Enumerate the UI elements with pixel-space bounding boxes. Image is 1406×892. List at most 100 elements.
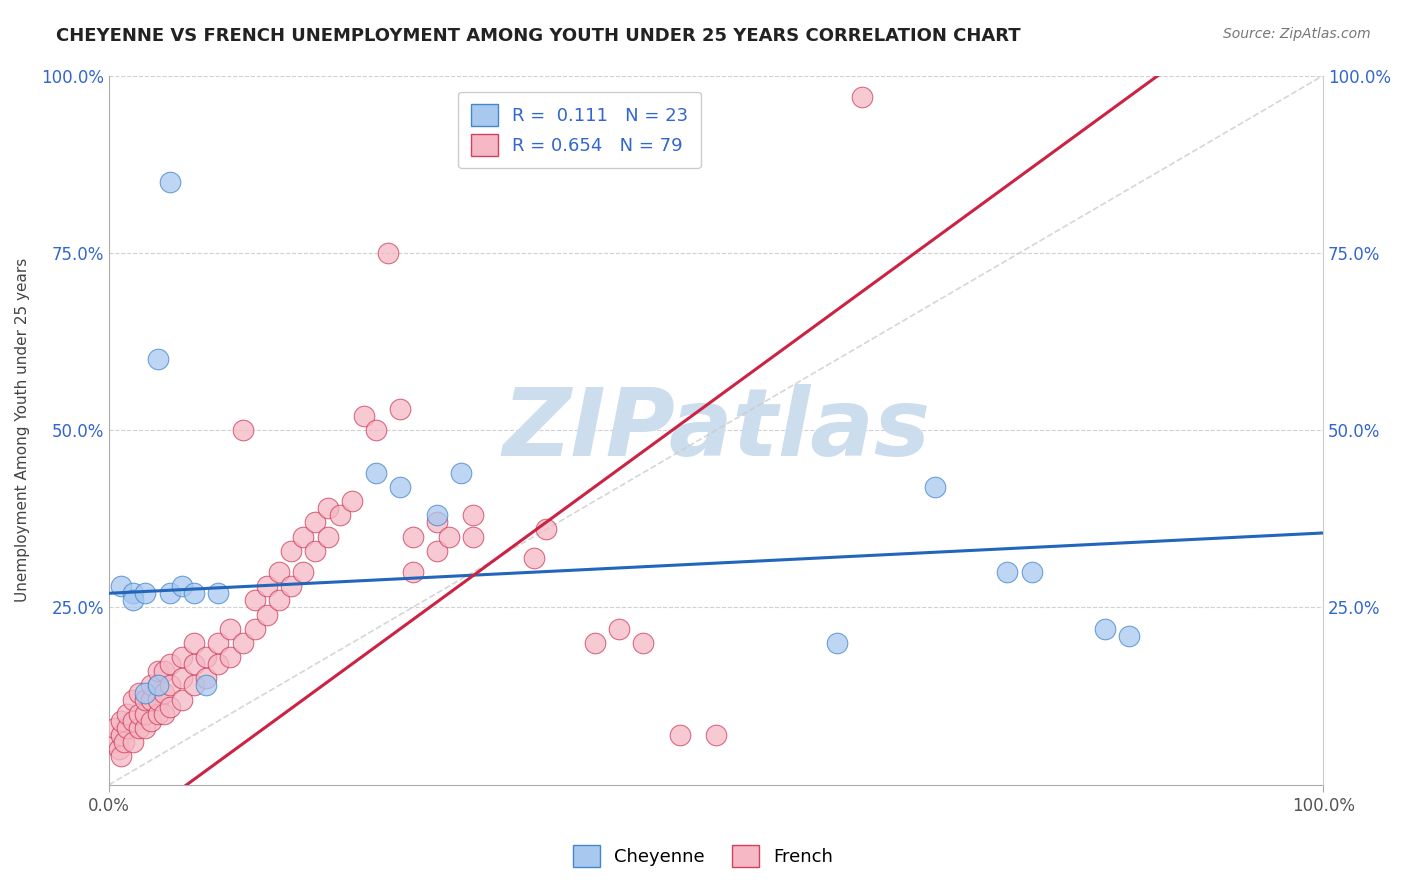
- Point: [1118, 629, 1140, 643]
- Point: [115, 721, 138, 735]
- Point: [195, 678, 218, 692]
- Point: [450, 466, 472, 480]
- Point: [110, 749, 132, 764]
- Point: [207, 636, 229, 650]
- Point: [122, 586, 145, 600]
- Point: [463, 508, 485, 523]
- Point: [364, 423, 387, 437]
- Point: [304, 516, 326, 530]
- Point: [267, 565, 290, 579]
- Point: [170, 672, 193, 686]
- Point: [159, 657, 181, 672]
- Point: [141, 692, 163, 706]
- Text: Source: ZipAtlas.com: Source: ZipAtlas.com: [1223, 27, 1371, 41]
- Point: [134, 685, 156, 699]
- Point: [389, 401, 412, 416]
- Point: [115, 706, 138, 721]
- Point: [159, 586, 181, 600]
- Point: [827, 636, 849, 650]
- Point: [107, 742, 129, 756]
- Point: [134, 692, 156, 706]
- Point: [267, 593, 290, 607]
- Point: [401, 529, 423, 543]
- Point: [122, 692, 145, 706]
- Point: [141, 678, 163, 692]
- Point: [292, 565, 315, 579]
- Point: [426, 508, 449, 523]
- Point: [152, 706, 174, 721]
- Point: [146, 665, 169, 679]
- Point: [207, 586, 229, 600]
- Point: [997, 565, 1019, 579]
- Point: [631, 636, 654, 650]
- Point: [1021, 565, 1043, 579]
- Point: [122, 735, 145, 749]
- Point: [534, 523, 557, 537]
- Point: [463, 529, 485, 543]
- Point: [152, 665, 174, 679]
- Point: [128, 706, 150, 721]
- Point: [389, 480, 412, 494]
- Point: [159, 175, 181, 189]
- Point: [141, 714, 163, 728]
- Point: [146, 706, 169, 721]
- Point: [146, 352, 169, 367]
- Point: [146, 678, 169, 692]
- Point: [304, 543, 326, 558]
- Point: [924, 480, 946, 494]
- Legend: R =  0.111   N = 23, R = 0.654   N = 79: R = 0.111 N = 23, R = 0.654 N = 79: [458, 92, 702, 169]
- Point: [329, 508, 352, 523]
- Point: [256, 579, 278, 593]
- Point: [256, 607, 278, 622]
- Point: [316, 529, 339, 543]
- Point: [183, 678, 205, 692]
- Point: [851, 90, 873, 104]
- Point: [134, 721, 156, 735]
- Point: [159, 678, 181, 692]
- Legend: Cheyenne, French: Cheyenne, French: [565, 838, 841, 874]
- Point: [183, 636, 205, 650]
- Point: [437, 529, 460, 543]
- Point: [583, 636, 606, 650]
- Point: [231, 636, 253, 650]
- Point: [134, 706, 156, 721]
- Point: [122, 714, 145, 728]
- Text: ZIPatlas: ZIPatlas: [502, 384, 931, 476]
- Point: [426, 543, 449, 558]
- Point: [134, 586, 156, 600]
- Point: [170, 650, 193, 665]
- Point: [704, 728, 727, 742]
- Point: [128, 721, 150, 735]
- Point: [170, 692, 193, 706]
- Point: [426, 516, 449, 530]
- Point: [316, 501, 339, 516]
- Point: [607, 622, 630, 636]
- Point: [353, 409, 375, 423]
- Point: [280, 543, 302, 558]
- Text: CHEYENNE VS FRENCH UNEMPLOYMENT AMONG YOUTH UNDER 25 YEARS CORRELATION CHART: CHEYENNE VS FRENCH UNEMPLOYMENT AMONG YO…: [56, 27, 1021, 45]
- Point: [122, 593, 145, 607]
- Point: [159, 699, 181, 714]
- Point: [104, 721, 127, 735]
- Point: [292, 529, 315, 543]
- Point: [377, 245, 399, 260]
- Point: [152, 685, 174, 699]
- Point: [170, 579, 193, 593]
- Point: [110, 728, 132, 742]
- Point: [146, 678, 169, 692]
- Point: [231, 423, 253, 437]
- Point: [110, 579, 132, 593]
- Point: [280, 579, 302, 593]
- Y-axis label: Unemployment Among Youth under 25 years: Unemployment Among Youth under 25 years: [15, 258, 30, 602]
- Point: [112, 735, 135, 749]
- Point: [668, 728, 690, 742]
- Point: [110, 714, 132, 728]
- Point: [207, 657, 229, 672]
- Point: [243, 622, 266, 636]
- Point: [523, 550, 546, 565]
- Point: [1094, 622, 1116, 636]
- Point: [219, 622, 242, 636]
- Point: [195, 672, 218, 686]
- Point: [128, 685, 150, 699]
- Point: [401, 565, 423, 579]
